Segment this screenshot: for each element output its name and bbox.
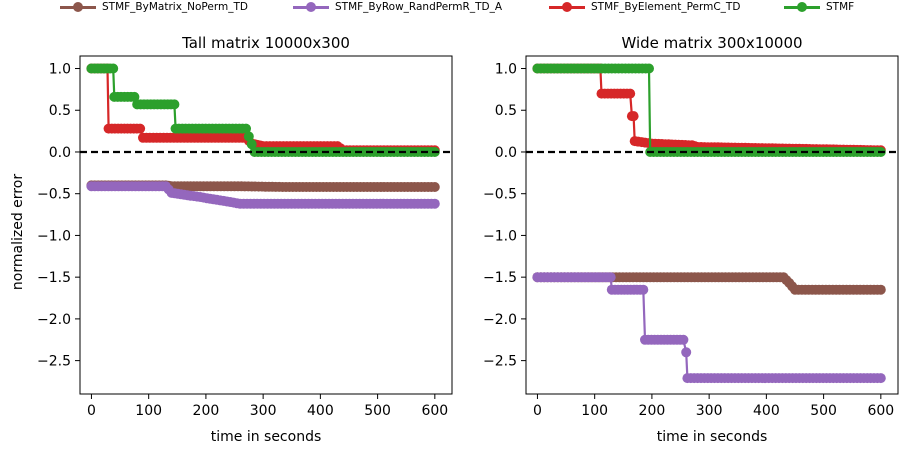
data-point [135, 123, 146, 134]
y-tick-label: 0.0 [49, 145, 71, 161]
data-point [241, 123, 251, 134]
legend-label-stmf: STMF [826, 1, 855, 13]
legend-item-byrow: STMF_ByRow_RandPermR_TD_A [293, 0, 502, 14]
data-point [681, 347, 692, 358]
plot-area: 0 100 200 300 400 500 600 1.0 0.5 0.0 −0.5 −1.0 −1.5… [483, 62, 898, 419]
x-tick-label: 600 [421, 403, 448, 419]
y-tick-label: 0.0 [495, 145, 517, 161]
x-tick-label: 400 [753, 403, 780, 419]
panel-title: Wide matrix 300x10000 [621, 34, 802, 52]
legend-swatch-byelement [549, 0, 585, 14]
legend-label-bymatrix: STMF_ByMatrix_NoPerm_TD [102, 1, 248, 13]
data-point [429, 198, 440, 209]
legend-swatch-stmf [784, 0, 820, 14]
series-line [537, 67, 881, 152]
x-tick-label: 0 [533, 403, 542, 419]
y-tick-label: −1.5 [37, 270, 71, 286]
y-tick-label: −0.5 [37, 187, 71, 203]
x-tick-label: 100 [581, 403, 608, 419]
y-tick-label: −2.5 [37, 354, 71, 370]
y-axis-label: normalized error [10, 174, 26, 290]
plot-frame [525, 55, 899, 395]
legend-swatch-bymatrix [60, 0, 96, 14]
panel-title: Tall matrix 10000x300 [181, 34, 350, 52]
x-tick-label: 400 [307, 403, 334, 419]
data-point [625, 88, 636, 99]
legend-item-byelement: STMF_ByElement_PermC_TD [549, 0, 740, 14]
y-tick-label: −0.5 [483, 187, 517, 203]
legend-swatch-byrow [293, 0, 329, 14]
y-tick-label: 0.5 [49, 103, 71, 119]
y-tick-label: −1.0 [483, 228, 517, 244]
y-tick-label: −1.5 [483, 270, 517, 286]
x-tick-label: 0 [87, 403, 96, 419]
data-point [129, 91, 140, 102]
legend-item-stmf: STMF [784, 0, 854, 14]
y-tick-label: 1.0 [49, 62, 71, 78]
data-point [108, 63, 119, 74]
y-tick-label: 0.5 [495, 103, 517, 119]
legend-label-byrow: STMF_ByRow_RandPermR_TD_A [335, 1, 503, 13]
x-axis-label: time in seconds [657, 429, 768, 445]
data-point [169, 99, 180, 110]
x-tick-label: 300 [250, 403, 277, 419]
y-tick-label: −2.0 [483, 312, 517, 328]
x-tick-label: 600 [867, 403, 894, 419]
data-point [638, 284, 649, 295]
x-axis-label: time in seconds [211, 429, 322, 445]
legend-item-bymatrix: STMF_ByMatrix_NoPerm_TD [60, 0, 248, 14]
plot-area: 0 100 200 300 400 500 600 1.0 0.5 0.0 −0.5 −1.0 −1.5… [37, 62, 452, 419]
data-point [605, 272, 616, 283]
x-tick-label: 500 [364, 403, 391, 419]
data-point [678, 334, 689, 345]
legend-label-byelement: STMF_ByElement_PermC_TD [591, 1, 741, 13]
x-tick-label: 200 [193, 403, 220, 419]
y-tick-label: −2.5 [483, 354, 517, 370]
x-tick-label: 300 [696, 403, 723, 419]
data-point [875, 373, 886, 384]
data-point [875, 284, 886, 295]
x-tick-label: 100 [135, 403, 162, 419]
data-point [628, 111, 639, 122]
y-tick-label: 1.0 [495, 62, 517, 78]
data-point [644, 63, 654, 74]
x-tick-label: 500 [810, 403, 837, 419]
panel-tall: Tall matrix 10000x300 time in seconds no… [10, 34, 453, 445]
plot-frame [79, 55, 453, 395]
y-tick-label: −2.0 [37, 312, 71, 328]
data-point [429, 182, 440, 192]
data-point [243, 131, 254, 142]
data-point [246, 139, 257, 150]
y-tick-label: −1.0 [37, 228, 71, 244]
panel-wide: Wide matrix 300x10000 time in seconds 0 1… [483, 34, 899, 445]
x-tick-label: 200 [639, 403, 666, 419]
series-line [537, 67, 881, 154]
